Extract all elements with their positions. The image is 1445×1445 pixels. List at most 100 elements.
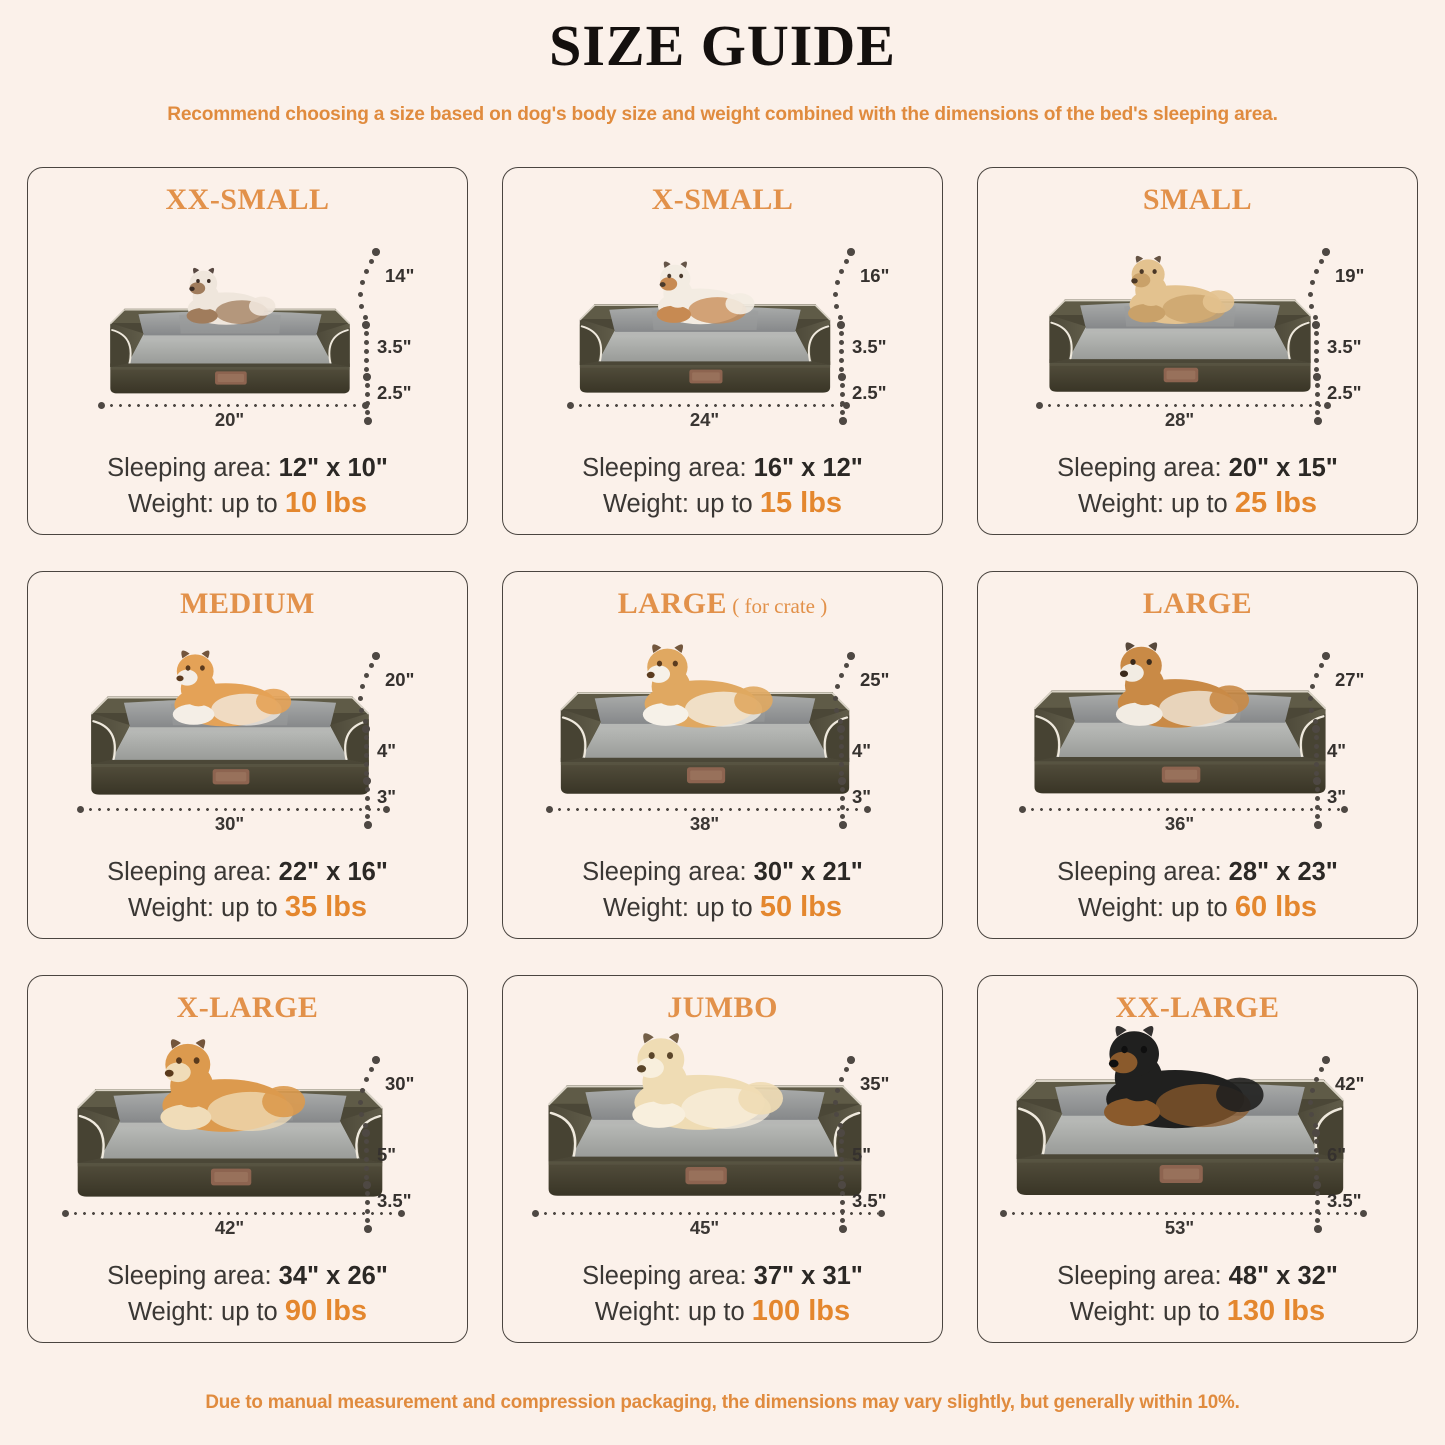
weight-label: Weight: up to (602, 489, 760, 518)
pet-layer (1109, 250, 1239, 329)
width-label: 20" (214, 409, 245, 430)
depth-dimension-markers: 30" 5" 3.5" (343, 1053, 455, 1233)
size-card-title: MEDIUM (28, 587, 467, 621)
sleeping-area-value: 30" x 21" (753, 858, 863, 887)
ruler-cap-right (1323, 402, 1331, 409)
ruler-dots (566, 404, 843, 407)
sleeping-area-label: Sleeping area: (107, 1262, 279, 1291)
depth-label-0: 35" (860, 1073, 890, 1094)
sleeping-area-value: 48" x 32" (1228, 1262, 1338, 1291)
depth-label-0: 14" (385, 265, 415, 286)
sleeping-area-label: Sleeping area: (582, 858, 754, 887)
depth-label-2: 2.5" (852, 382, 887, 403)
size-card-title: JUMBO (503, 991, 942, 1025)
size-card-title: XX-SMALL (28, 183, 467, 217)
depth-label-0: 30" (385, 1073, 415, 1094)
depth-label-2: 3" (377, 786, 397, 807)
weight-line: Weight: up to 10 lbs (28, 485, 467, 522)
spec-text-block: Sleeping area: 30" x 21" Weight: up to 5… (503, 856, 942, 926)
ruler-dots (999, 1212, 1360, 1215)
bed-with-pet (546, 644, 864, 815)
illustration-area: 16" 3.5" 2.5" 24" (503, 219, 942, 437)
depth-label-2: 2.5" (1327, 382, 1362, 403)
weight-line: Weight: up to 25 lbs (978, 485, 1417, 522)
depth-label-0: 20" (385, 669, 415, 690)
depth-label-1: 5" (377, 1144, 397, 1165)
sleeping-area-line: Sleeping area: 34" x 26" (28, 1260, 467, 1293)
width-dimension-ruler: 38" (503, 805, 942, 841)
ruler-cap-right (382, 806, 390, 813)
ruler-dots (1018, 808, 1341, 811)
animal-photo-shih-tzu-dog (656, 261, 755, 325)
pet-layer (606, 1025, 790, 1137)
depth-dimension-markers: 16" 3.5" 2.5" (818, 245, 930, 425)
depth-label-0: 25" (860, 669, 890, 690)
depth-label-2: 3.5" (852, 1190, 887, 1211)
dog-bed-illustration (1048, 299, 1311, 392)
depth-label-2: 3.5" (1327, 1190, 1362, 1211)
size-card-large-4[interactable]: LARGE ( for crate ) (502, 571, 943, 939)
weight-line: Weight: up to 15 lbs (503, 485, 942, 522)
ruler-cap-right (361, 402, 369, 409)
depth-label-1: 3.5" (852, 336, 887, 357)
size-name: X-SMALL (651, 183, 794, 216)
weight-label: Weight: up to (127, 893, 285, 922)
pet-layer (620, 637, 778, 734)
width-label: 38" (689, 813, 720, 834)
sleeping-area-line: Sleeping area: 22" x 16" (28, 856, 467, 889)
size-note: ( for crate ) (726, 594, 828, 618)
size-card-large-5[interactable]: LARGE (977, 571, 1418, 939)
size-card-jumbo-7[interactable]: JUMBO (502, 975, 943, 1343)
bed-with-pet (1000, 1026, 1360, 1219)
depth-label-0: 27" (1335, 669, 1365, 690)
size-name: SMALL (1142, 183, 1253, 216)
sleeping-area-value: 20" x 15" (1228, 454, 1338, 483)
size-card-x-large-6[interactable]: X-LARGE (27, 975, 468, 1343)
width-dimension-ruler: 20" (28, 401, 467, 437)
size-card-medium-3[interactable]: MEDIUM (27, 571, 468, 939)
depth-dimension-markers: 19" 3.5" 2.5" (1293, 245, 1405, 425)
bed-with-pet (1019, 642, 1340, 815)
ruler-dots (76, 808, 383, 811)
depth-label-2: 3" (852, 786, 872, 807)
depth-dimension-markers: 42" 6" 3.5" (1293, 1053, 1405, 1233)
weight-line: Weight: up to 60 lbs (978, 889, 1417, 926)
size-card-xx-small-0[interactable]: XX-SMALL (27, 167, 468, 535)
bed-with-pet (98, 267, 362, 411)
illustration-area: 42" 6" 3.5" 53" (978, 1026, 1417, 1245)
size-card-title: SMALL (978, 183, 1417, 217)
page-title: SIZE GUIDE (549, 13, 896, 78)
width-label: 53" (1164, 1217, 1195, 1238)
size-card-small-2[interactable]: SMALL (977, 167, 1418, 535)
weight-value: 15 lbs (759, 486, 843, 519)
footer-note: Due to manual measurement and compressio… (205, 1392, 1240, 1413)
weight-line: Weight: up to 90 lbs (28, 1293, 467, 1330)
size-name: LARGE (1142, 587, 1253, 620)
animal-photo-ragdoll-cat (186, 267, 275, 325)
spec-text-block: Sleeping area: 22" x 16" Weight: up to 3… (28, 856, 467, 926)
depth-label-1: 5" (852, 1144, 872, 1165)
pet-layer (171, 263, 279, 329)
weight-value: 130 lbs (1226, 1294, 1326, 1327)
sleeping-area-line: Sleeping area: 28" x 23" (978, 856, 1417, 889)
depth-label-1: 3.5" (377, 336, 412, 357)
bed-with-pet (567, 261, 843, 411)
ruler-dots (97, 404, 362, 407)
size-card-xx-large-8[interactable]: XX-LARGE (977, 975, 1418, 1343)
animal-photo-labrador-dog (632, 1033, 784, 1130)
illustration-area: 27" 4" 3" 36" (978, 623, 1417, 841)
size-card-title: X-SMALL (503, 183, 942, 217)
ruler-cap-right (842, 402, 850, 409)
depth-dimension-markers: 35" 5" 3.5" (818, 1053, 930, 1233)
animal-photo-golden-retriever-dog (159, 1039, 305, 1132)
width-label: 28" (1164, 409, 1195, 430)
size-card-x-small-1[interactable]: X-SMALL (502, 167, 943, 535)
depth-label-1: 6" (1327, 1144, 1347, 1165)
size-name: JUMBO (667, 991, 778, 1024)
depth-dimension-markers: 25" 4" 3" (818, 649, 930, 829)
sleeping-area-label: Sleeping area: (582, 454, 754, 483)
depth-label-1: 4" (852, 740, 872, 761)
width-label: 36" (1164, 813, 1195, 834)
pet-layer (152, 644, 296, 732)
